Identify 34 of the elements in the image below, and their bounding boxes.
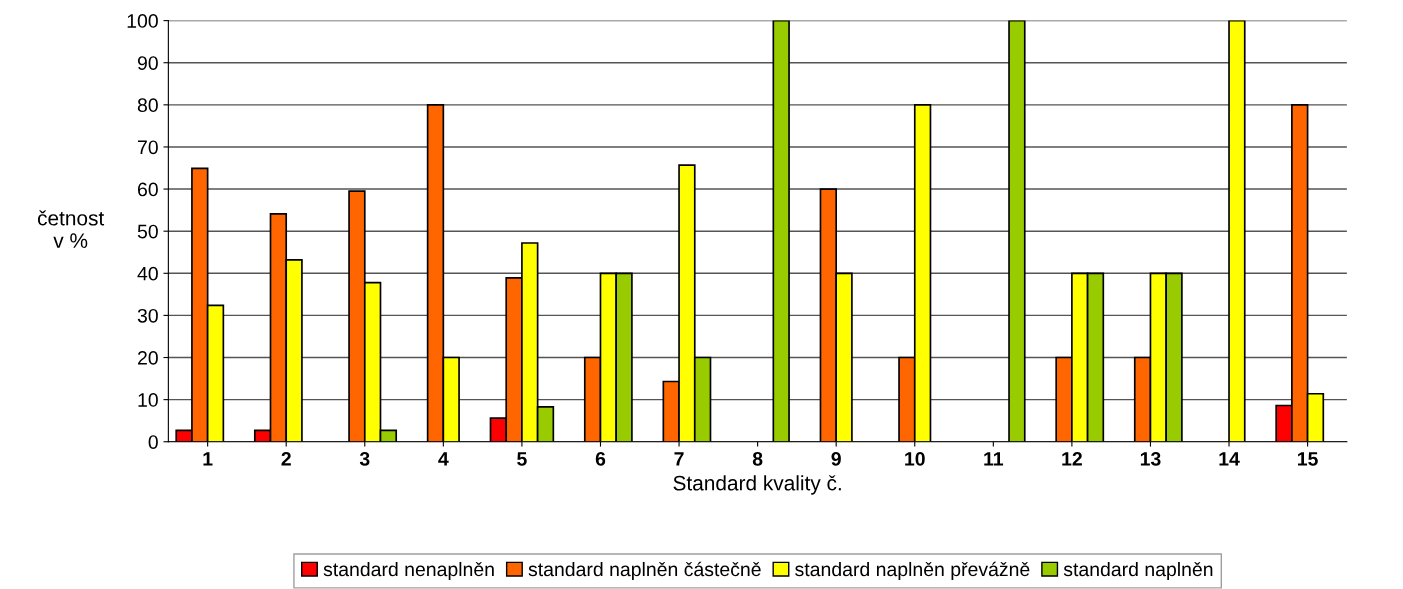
legend-label: standard naplněn — [1063, 561, 1213, 581]
y-tick-label: 50 — [137, 224, 158, 239]
x-tick-label: 4 — [438, 452, 449, 466]
y-tick-label: 0 — [148, 435, 158, 449]
x-tick-label: 10 — [905, 451, 925, 466]
x-tick-label: 9 — [831, 451, 841, 466]
legend-label: standard naplněn převážně — [795, 561, 1030, 581]
x-tick-label: 7 — [674, 452, 684, 466]
x-tick-label: 14 — [1219, 452, 1240, 466]
x-tick-label: 15 — [1298, 452, 1318, 466]
y-tick-label: 40 — [137, 266, 158, 281]
bar — [1008, 20, 1026, 442]
y-tick-label: 30 — [137, 308, 158, 323]
y-tick-label: 10 — [138, 393, 158, 407]
x-tick-label: 6 — [595, 451, 606, 466]
y-tick-label: 100 — [127, 14, 158, 28]
legend-label: standard naplněn částečně — [528, 561, 761, 581]
x-tick-label: 3 — [359, 451, 370, 466]
legend-label: standard nenaplněn — [323, 561, 494, 581]
x-tick-label: 2 — [281, 451, 291, 466]
x-axis-title: Standard kvality č. — [673, 475, 841, 495]
y-tick-label: 70 — [138, 140, 158, 155]
x-tick-label: 5 — [517, 452, 527, 466]
x-tick-label: 11 — [984, 452, 1004, 466]
x-tick-label: 12 — [1062, 451, 1082, 466]
x-tick-label: 13 — [1140, 451, 1161, 466]
bar — [772, 20, 790, 442]
y-tick-label: 60 — [138, 182, 158, 197]
y-axis-title: četnost v % — [37, 210, 105, 248]
x-tick-label: 8 — [752, 451, 763, 466]
y-tick-label: 80 — [137, 98, 158, 113]
x-tick-label: 1 — [203, 452, 213, 466]
y-tick-label: 90 — [137, 56, 158, 70]
y-tick-label: 20 — [137, 350, 158, 365]
